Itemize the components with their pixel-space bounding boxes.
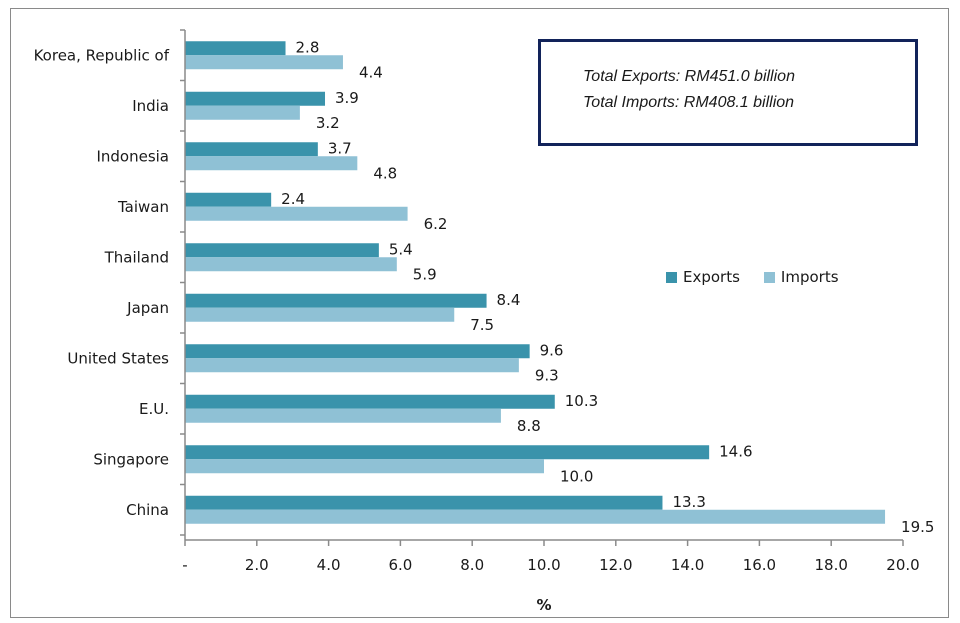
x-tick-label: 2.0	[245, 556, 269, 574]
category-label: Singapore	[93, 450, 169, 468]
x-axis-title: %	[536, 596, 551, 614]
bars-group	[185, 41, 886, 524]
legend-label-imports: Imports	[780, 268, 839, 286]
bar-exports	[185, 91, 326, 106]
axes-group	[180, 29, 904, 546]
category-label: Japan	[126, 299, 169, 317]
bar-exports	[185, 394, 555, 409]
x-tick-label: -	[182, 556, 187, 574]
x-tick-label: 20.0	[886, 556, 919, 574]
data-label-exports: 3.7	[328, 139, 352, 157]
x-tick-label: 14.0	[671, 556, 704, 574]
data-label-imports: 4.4	[359, 63, 383, 81]
bar-exports	[185, 41, 286, 56]
bar-imports	[185, 459, 544, 474]
data-label-exports: 9.6	[540, 341, 564, 359]
category-label: Thailand	[104, 248, 169, 266]
data-label-imports: 19.5	[901, 518, 934, 536]
bar-imports	[185, 307, 455, 322]
data-label-imports: 6.2	[424, 215, 448, 233]
labels-group: - 2.0 4.0 6.0 8.0 10.0 12.0 14.0 16.0 18.0 20.0 Kor…	[34, 38, 935, 574]
data-label-imports: 3.2	[316, 114, 340, 132]
data-label-imports: 4.8	[373, 164, 397, 182]
category-label: China	[126, 501, 169, 519]
legend-swatch-imports	[763, 271, 775, 283]
bar-imports	[185, 55, 343, 70]
data-label-exports: 13.3	[672, 493, 705, 511]
bar-imports	[185, 358, 519, 373]
totals-annotation-box: Total Exports: RM451.0 billion Total Imp…	[538, 39, 918, 146]
category-label: Korea, Republic of	[34, 46, 170, 64]
bar-exports	[185, 344, 530, 359]
x-tick-label: 18.0	[814, 556, 847, 574]
data-label-exports: 3.9	[335, 89, 359, 107]
bar-exports	[185, 445, 710, 460]
x-tick-label: 10.0	[527, 556, 560, 574]
data-label-exports: 5.4	[389, 240, 413, 258]
bar-imports	[185, 156, 358, 171]
category-label: India	[132, 97, 169, 115]
category-label: Indonesia	[96, 147, 169, 165]
bar-imports	[185, 408, 501, 423]
legend-item-exports: Exports	[666, 268, 740, 286]
data-label-exports: 2.8	[296, 38, 320, 56]
total-imports-text: Total Imports: RM408.1 billion	[583, 94, 795, 111]
data-label-imports: 8.8	[517, 417, 541, 435]
data-label-exports: 10.3	[565, 392, 598, 410]
bar-imports	[185, 206, 408, 221]
bar-exports	[185, 192, 272, 207]
legend-swatch-exports	[666, 271, 677, 283]
data-label-imports: 10.0	[560, 467, 593, 485]
bar-imports	[185, 509, 886, 524]
bar-exports	[185, 142, 318, 157]
data-label-imports: 7.5	[470, 316, 494, 334]
bar-imports	[185, 105, 300, 120]
legend-item-imports: Imports	[763, 268, 839, 286]
x-tick-label: 16.0	[743, 556, 776, 574]
data-label-imports: 5.9	[413, 265, 437, 283]
category-label: United States	[67, 349, 169, 367]
bar-imports	[185, 257, 397, 272]
x-tick-label: 12.0	[599, 556, 632, 574]
data-label-imports: 9.3	[535, 366, 559, 384]
legend: Exports Imports	[666, 268, 839, 286]
data-label-exports: 14.6	[719, 442, 752, 460]
bar-exports	[185, 293, 487, 308]
data-label-exports: 8.4	[497, 291, 521, 309]
legend-label-exports: Exports	[683, 268, 740, 286]
x-tick-label: 4.0	[317, 556, 341, 574]
x-tick-label: 8.0	[460, 556, 484, 574]
category-label: E.U.	[139, 400, 169, 418]
bar-exports	[185, 495, 663, 510]
category-label: Taiwan	[117, 198, 169, 216]
total-exports-text: Total Exports: RM451.0 billion	[583, 68, 795, 85]
x-tick-label: 6.0	[388, 556, 412, 574]
bar-exports	[185, 243, 379, 258]
data-label-exports: 2.4	[281, 190, 305, 208]
